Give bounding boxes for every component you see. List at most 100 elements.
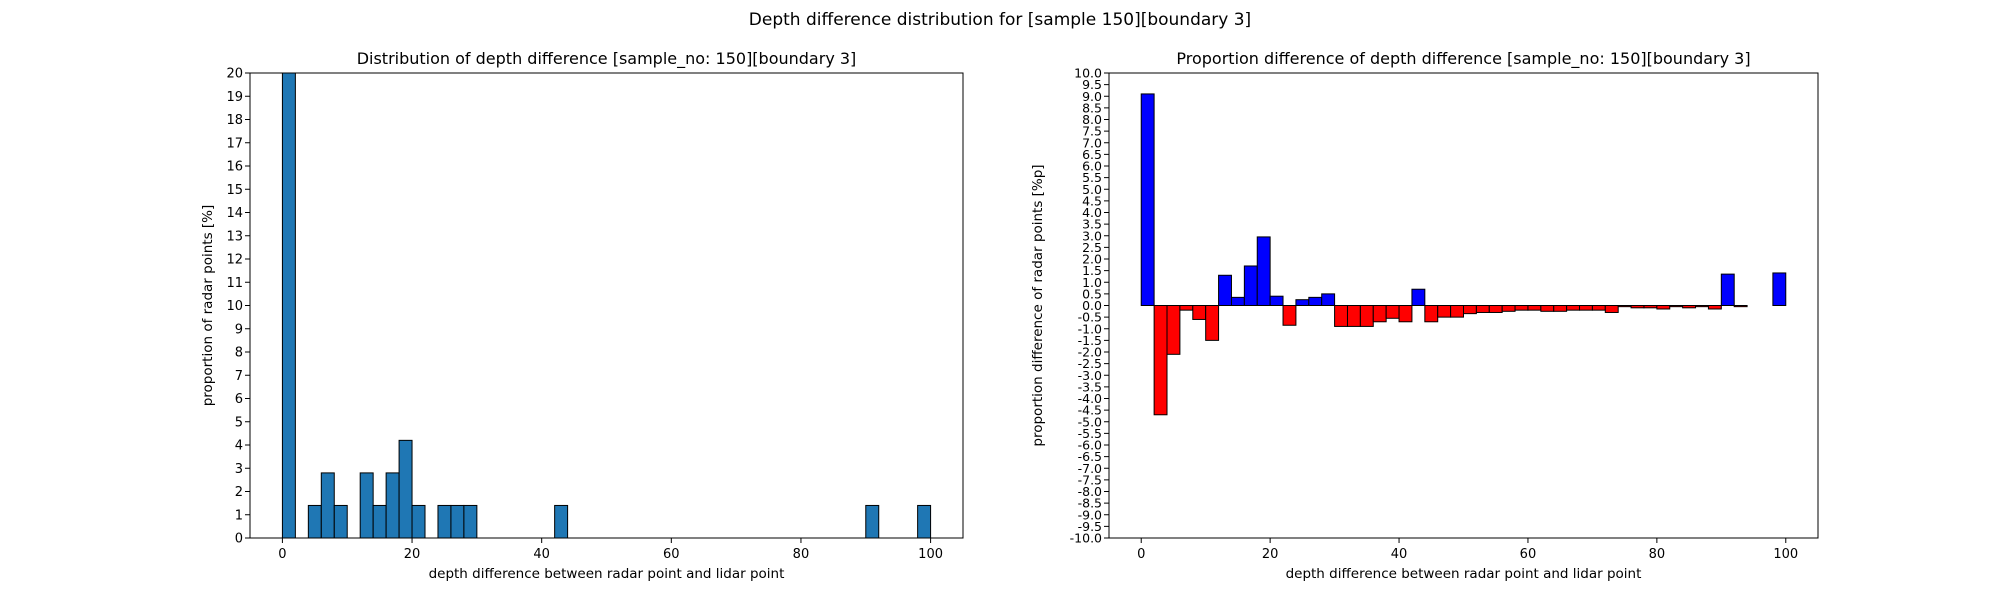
x-tick-label: 0 [278, 547, 286, 562]
y-tick-label: 0.0 [1082, 298, 1102, 313]
bar [1617, 305, 1632, 308]
bar [1398, 305, 1413, 323]
y-tick-label: 12 [226, 253, 243, 268]
bar [281, 73, 296, 538]
bar [1346, 305, 1361, 327]
y-tick-label: 17 [226, 136, 243, 151]
x-tick-label: 20 [1262, 547, 1279, 562]
x-tick-label: 80 [1649, 547, 1666, 562]
y-tick-label: -9.5 [1078, 519, 1102, 534]
y-tick-label: 18 [226, 113, 243, 128]
bar [385, 472, 400, 538]
y-tick-label: -0.5 [1078, 310, 1102, 325]
bar [1205, 305, 1220, 341]
bar [1514, 305, 1529, 311]
bar [917, 504, 932, 538]
bar [1230, 296, 1245, 306]
y-tick-label: 8.5 [1082, 100, 1102, 115]
y-tick-label: 19 [226, 90, 243, 105]
y-tick-label: 8.0 [1082, 112, 1102, 127]
bar [1656, 305, 1671, 310]
bar [554, 504, 569, 538]
x-tick-label: 100 [918, 547, 943, 562]
bar [437, 504, 452, 538]
bar [1527, 305, 1542, 311]
y-tick-label: 16 [226, 160, 243, 175]
y-tick-label: 1 [235, 508, 243, 523]
proportion-difference-chart: 0 20 40 60 80 100 10.09.59.08.58.07.57.06.56.0… [1030, 49, 1819, 582]
bar [1630, 305, 1645, 309]
y-tick-label: 9.5 [1082, 77, 1102, 92]
bar [320, 472, 335, 538]
y-tick-label: -8.5 [1078, 496, 1102, 511]
y-tick-label: -9.0 [1078, 507, 1102, 522]
y-tick-label: 4.5 [1082, 193, 1102, 208]
bar [1372, 305, 1387, 323]
bar [1437, 305, 1452, 318]
bar [1695, 305, 1709, 308]
y-tick-label: 2.5 [1082, 240, 1102, 255]
bar [1334, 305, 1348, 327]
y-tick-label: -2.5 [1078, 356, 1102, 371]
y-tick-label: 5.0 [1082, 182, 1102, 197]
x-tick-label: 20 [404, 547, 421, 562]
y-tick-label: 3.0 [1082, 228, 1102, 243]
bar [1153, 305, 1168, 416]
y-tick-label: 9.0 [1082, 89, 1102, 104]
y-tick-label: 5 [235, 415, 243, 430]
y-tick-label: 11 [226, 276, 243, 291]
bar [1733, 305, 1748, 308]
bar [1192, 305, 1207, 320]
y-tick-label: -4.0 [1078, 391, 1102, 406]
bars [1140, 93, 1787, 416]
y-tick-label: -6.0 [1078, 438, 1102, 453]
y-tick-label: 13 [226, 229, 243, 244]
bar [1501, 305, 1516, 312]
bar [1553, 305, 1568, 312]
bar [398, 439, 413, 538]
y-tick-label: 14 [226, 206, 243, 221]
bar [1218, 274, 1232, 306]
y-tick-label: 0.5 [1082, 286, 1102, 301]
y-tick-label: 7.0 [1082, 135, 1102, 150]
y-tick-label: 2.0 [1082, 252, 1102, 267]
bar [1256, 236, 1271, 307]
x-tick-label: 40 [1391, 547, 1408, 562]
y-tick-label: 3 [235, 462, 243, 477]
y-tick-label: -3.5 [1078, 379, 1102, 394]
x-tick-label: 100 [1773, 547, 1798, 562]
bar [1579, 305, 1593, 311]
y-tick-label: -7.5 [1078, 472, 1102, 487]
y-tick-label: 7.5 [1082, 124, 1102, 139]
x-tick-label: 60 [663, 547, 680, 562]
bar [1488, 305, 1503, 313]
bar [865, 504, 880, 538]
bar [450, 504, 465, 538]
bar [1166, 305, 1181, 355]
axes-frame [249, 72, 964, 539]
bar [1475, 305, 1490, 313]
y-tick-label: 1.0 [1082, 275, 1102, 290]
bar [1604, 305, 1619, 313]
bar [1463, 305, 1477, 315]
bar [1321, 293, 1336, 306]
bar [1308, 296, 1323, 306]
x-tick-label: 40 [533, 547, 550, 562]
bar [1179, 305, 1194, 311]
x-axis-label: depth difference between radar point and… [1286, 566, 1642, 582]
bar [1243, 265, 1258, 307]
y-tick-label: 6.0 [1082, 159, 1102, 174]
bar [1269, 295, 1284, 307]
y-tick-label: 1.5 [1082, 263, 1102, 278]
y-axis-label: proportion of radar points [%] [200, 205, 216, 407]
y-tick-label: 0 [235, 532, 243, 547]
bar [372, 504, 387, 538]
bar [1707, 305, 1722, 310]
bar [1411, 288, 1426, 307]
y-tick-label: 10.0 [1074, 66, 1102, 81]
bar [1591, 305, 1606, 311]
y-tick-label: 7 [235, 369, 243, 384]
y-tick-label: -8.0 [1078, 484, 1102, 499]
y-tick-label: -5.0 [1078, 414, 1102, 429]
chart-title: Proportion difference of depth differenc… [1176, 49, 1750, 69]
